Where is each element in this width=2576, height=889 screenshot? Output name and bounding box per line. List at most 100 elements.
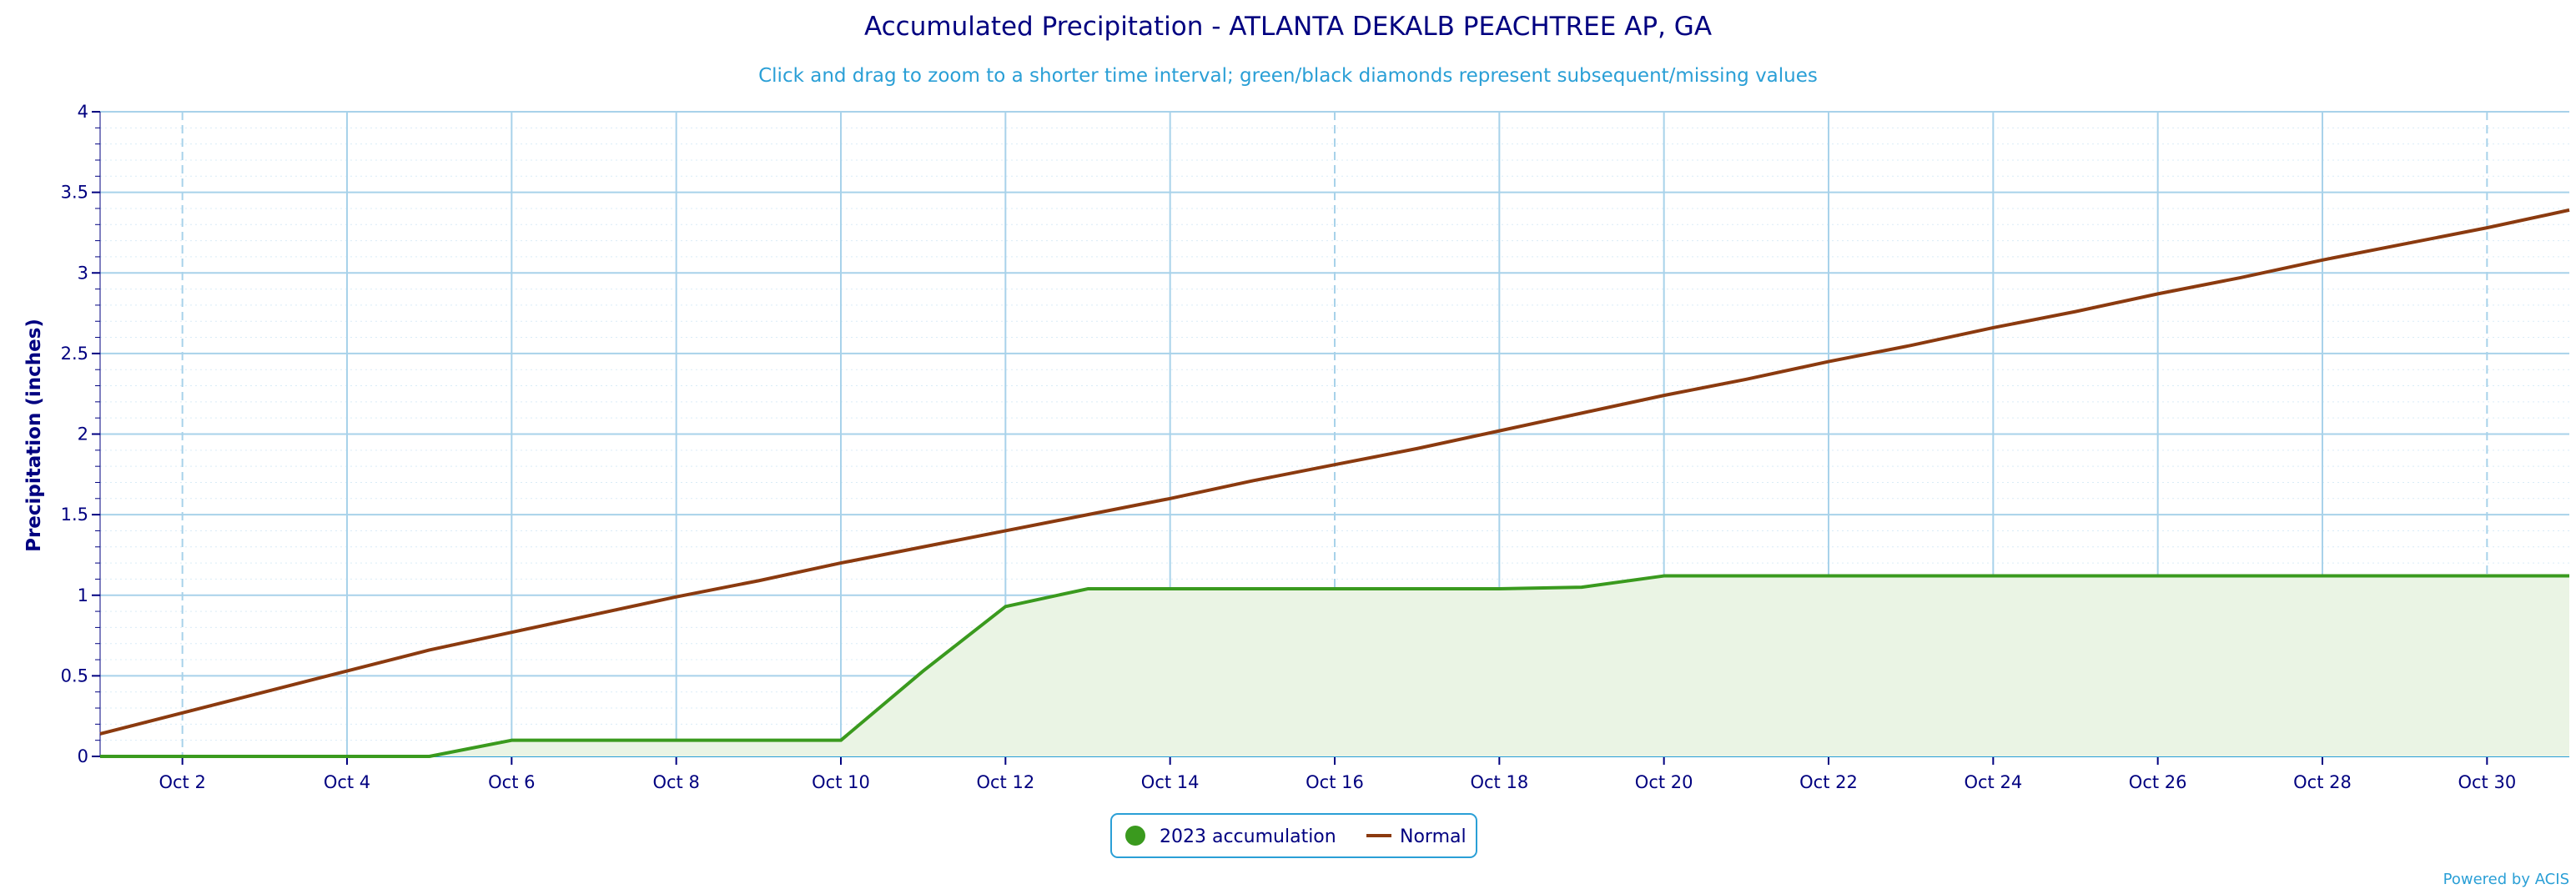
x-tick-label: Oct 8 (652, 772, 699, 792)
data-point-normal[interactable] (918, 542, 928, 552)
credit-link[interactable]: Powered by ACIS (2443, 871, 2569, 888)
data-point-2023-accumulation[interactable] (1741, 571, 1751, 581)
data-point-2023-accumulation[interactable] (95, 751, 105, 761)
data-point-normal[interactable] (2564, 205, 2574, 215)
data-point-normal[interactable] (1083, 510, 1093, 520)
legend[interactable]: 2023 accumulation Normal (1110, 813, 1477, 858)
data-point-normal[interactable] (2400, 239, 2410, 249)
x-tick-label: Oct 20 (1635, 772, 1693, 792)
data-point-2023-accumulation[interactable] (1412, 584, 1422, 594)
data-point-normal[interactable] (1000, 525, 1010, 535)
y-tick-label: 2.5 (61, 344, 88, 364)
data-point-2023-accumulation[interactable] (2482, 571, 2492, 581)
data-point-normal[interactable] (1906, 340, 1916, 350)
data-point-2023-accumulation[interactable] (1247, 584, 1257, 594)
chart-title: Accumulated Precipitation - ATLANTA DEKA… (864, 12, 1712, 42)
data-point-normal[interactable] (425, 645, 435, 655)
data-point-normal[interactable] (342, 666, 352, 676)
y-tick-label: 2 (78, 424, 88, 444)
data-point-normal[interactable] (259, 687, 269, 697)
data-point-normal[interactable] (2235, 273, 2245, 283)
data-point-normal[interactable] (2153, 289, 2163, 299)
data-point-2023-accumulation[interactable] (753, 736, 763, 746)
data-point-2023-accumulation[interactable] (342, 751, 352, 761)
y-axis-label: Precipitation (inches) (23, 319, 45, 552)
y-tick-label: 1 (78, 585, 88, 605)
data-point-2023-accumulation[interactable] (1000, 601, 1010, 611)
data-point-normal[interactable] (2317, 255, 2327, 265)
data-point-normal[interactable] (2482, 223, 2492, 233)
data-point-2023-accumulation[interactable] (2070, 571, 2080, 581)
data-point-normal[interactable] (589, 610, 599, 620)
data-point-2023-accumulation[interactable] (2153, 571, 2163, 581)
data-point-normal[interactable] (1741, 374, 1751, 384)
x-tick-label: Oct 28 (2293, 772, 2352, 792)
data-point-2023-accumulation[interactable] (425, 751, 435, 761)
x-tick-label: Oct 10 (812, 772, 870, 792)
x-tick-label: Oct 26 (2129, 772, 2187, 792)
data-point-normal[interactable] (1247, 476, 1257, 486)
data-point-normal[interactable] (95, 729, 105, 739)
x-tick-label: Oct 30 (2458, 772, 2516, 792)
data-point-2023-accumulation[interactable] (259, 751, 269, 761)
data-point-2023-accumulation[interactable] (1165, 584, 1175, 594)
data-point-normal[interactable] (1165, 494, 1175, 504)
legend-box (1110, 813, 1477, 858)
data-point-normal[interactable] (1494, 426, 1504, 436)
data-point-2023-accumulation[interactable] (1330, 584, 1340, 594)
series-2023-accumulation-area (100, 575, 2569, 756)
series-normal-line[interactable] (99, 208, 2570, 736)
data-point-normal[interactable] (2070, 307, 2080, 317)
x-tick-label: Oct 14 (1141, 772, 1200, 792)
data-point-normal[interactable] (1330, 460, 1340, 470)
x-tick-label: Oct 6 (488, 772, 535, 792)
x-tick-label: Oct 22 (1799, 772, 1858, 792)
x-tick-label: Oct 2 (158, 772, 205, 792)
data-point-normal[interactable] (753, 575, 763, 585)
y-tick-label: 4 (78, 102, 88, 122)
data-point-2023-accumulation[interactable] (589, 736, 599, 746)
legend-label-normal[interactable]: Normal (1400, 826, 1467, 847)
data-point-normal[interactable] (1824, 357, 1834, 367)
data-point-normal[interactable] (1412, 444, 1422, 454)
data-point-2023-accumulation[interactable] (1577, 582, 1587, 592)
data-point-2023-accumulation[interactable] (1906, 571, 1916, 581)
series-2023-accumulation-line[interactable] (100, 574, 2569, 758)
data-point-2023-accumulation[interactable] (672, 736, 682, 746)
data-point-normal[interactable] (836, 558, 846, 568)
data-point-2023-accumulation[interactable] (178, 751, 188, 761)
data-point-2023-accumulation[interactable] (1659, 571, 1669, 581)
data-point-2023-accumulation[interactable] (506, 736, 516, 746)
data-point-2023-accumulation[interactable] (1494, 584, 1504, 594)
data-point-2023-accumulation[interactable] (836, 736, 846, 746)
x-tick-label: Oct 4 (324, 772, 370, 792)
data-point-normal[interactable] (1659, 390, 1669, 400)
data-point-normal[interactable] (506, 627, 516, 637)
data-point-normal[interactable] (178, 708, 188, 718)
plot-area[interactable] (95, 205, 2574, 761)
data-point-2023-accumulation[interactable] (2235, 571, 2245, 581)
legend-marker-2023-accumulation[interactable] (1125, 826, 1145, 846)
chart-subtitle: Click and drag to zoom to a shorter time… (758, 65, 1818, 87)
data-point-2023-accumulation[interactable] (2400, 571, 2410, 581)
data-point-normal[interactable] (1988, 323, 1998, 333)
data-point-2023-accumulation[interactable] (2564, 571, 2574, 581)
y-tick-label: 0.5 (61, 665, 88, 686)
data-point-2023-accumulation[interactable] (918, 666, 928, 676)
data-point-2023-accumulation[interactable] (1824, 571, 1834, 581)
x-tick-label: Oct 18 (1470, 772, 1528, 792)
data-point-normal[interactable] (1577, 408, 1587, 418)
data-point-2023-accumulation[interactable] (2317, 571, 2327, 581)
y-tick-label: 3.5 (61, 183, 88, 203)
legend-label-2023-accumulation[interactable]: 2023 accumulation (1160, 826, 1336, 847)
x-tick-label: Oct 24 (1964, 772, 2022, 792)
y-tick-label: 0 (78, 746, 88, 766)
data-point-normal[interactable] (672, 592, 682, 602)
y-tick-label: 1.5 (61, 505, 88, 525)
x-tick-label: Oct 12 (976, 772, 1034, 792)
data-point-2023-accumulation[interactable] (1083, 584, 1093, 594)
x-tick-label: Oct 16 (1306, 772, 1364, 792)
y-axis-ticks: 0 0.5 1 1.5 2 2.5 3 3.5 4 (61, 102, 88, 766)
data-point-2023-accumulation[interactable] (1988, 571, 1998, 581)
